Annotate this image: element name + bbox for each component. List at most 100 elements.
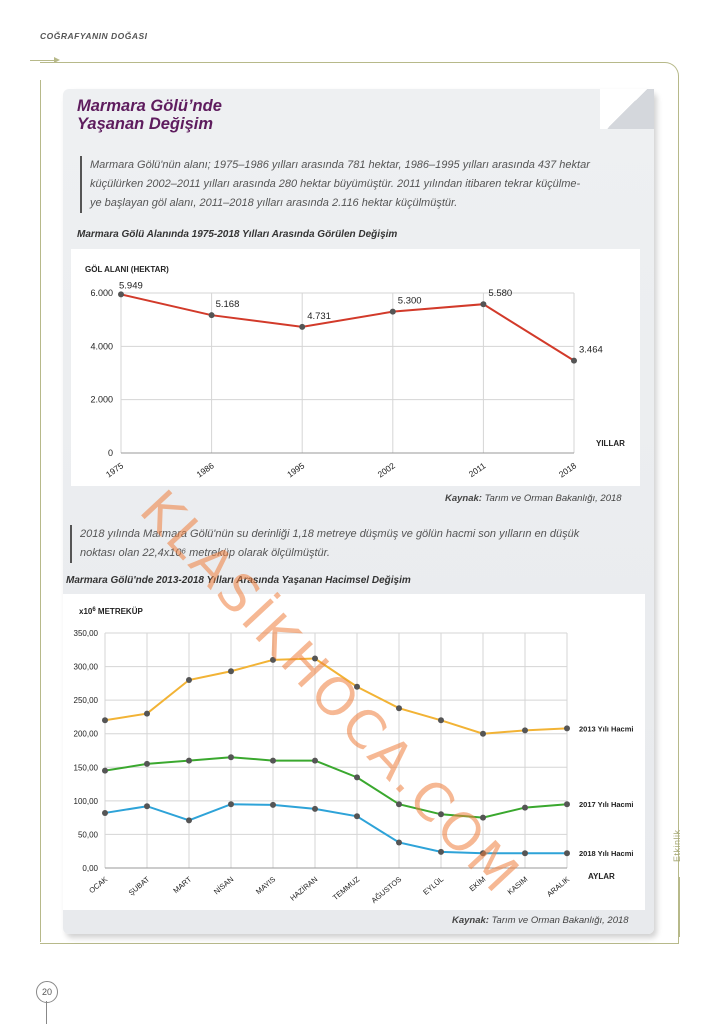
x-axis-label: AYLAR (588, 872, 615, 881)
y-tick-label: 2.000 (90, 395, 113, 405)
series-line (104, 657, 568, 735)
data-point (522, 850, 528, 857)
data-point (480, 301, 487, 308)
x-tick-label: HAZİRAN (288, 875, 319, 903)
paragraph-line: noktası olan 22,4x10⁶ metreküp olarak öl… (80, 547, 330, 559)
chart2-caption: Marmara Gölü'nde 2013-2018 Yılları Arası… (66, 575, 411, 586)
x-tick-label: OCAK (87, 875, 109, 896)
series-line (104, 756, 568, 819)
x-tick-label: 2011 (467, 460, 488, 479)
data-point (208, 312, 215, 319)
x-tick-label: 1975 (104, 460, 125, 479)
data-point (522, 804, 528, 811)
source2-label: Kaynak: (452, 915, 489, 926)
data-point (564, 850, 570, 857)
y-tick-label: 350,00 (74, 629, 99, 638)
x-tick-label: MAYIS (254, 875, 277, 897)
data-point (144, 803, 150, 810)
volume-line-chart: x106 METREKÜP 0,00 50,00 100,00 150,00 200,00… (74, 607, 634, 905)
page-number-line (46, 1001, 47, 1024)
x-tick-label: ŞUBAT (127, 874, 152, 897)
data-point (102, 717, 108, 724)
data-point (312, 655, 318, 662)
side-label: Etkinlik (672, 829, 682, 862)
data-point (480, 730, 486, 737)
source2-text: Tarım ve Orman Bakanlığı, 2018 (491, 915, 629, 926)
data-label: 3.464 (579, 345, 603, 356)
data-point (480, 850, 486, 857)
x-tick-label: NİSAN (212, 875, 235, 897)
series-line (104, 803, 567, 855)
data-label: 5.949 (119, 280, 143, 291)
data-point (312, 805, 318, 812)
data-point (354, 774, 360, 781)
y-axis-label: x106 METREKÜP (79, 607, 143, 616)
y-tick-label: 250,00 (74, 696, 99, 705)
source1-text: Tarım ve Orman Bakanlığı, 2018 (484, 493, 622, 504)
running-head: COĞRAFYANIN DOĞASI (40, 31, 148, 41)
series-label: 2018 Yılı Hacmi (579, 849, 633, 858)
section-title: Marmara Gölü’nde Yaşanan Değişim (77, 97, 222, 133)
x-tick-label: ARALIK (545, 875, 571, 899)
source1-label: Kaynak: (445, 493, 482, 504)
paragraph-area-change: Marmara Gölü'nün alanı; 1975–1986 yıllar… (80, 156, 650, 213)
y-tick-label: 100,00 (74, 797, 99, 806)
data-point (270, 757, 276, 764)
data-point (396, 839, 402, 846)
data-point (396, 705, 402, 712)
data-point (270, 656, 276, 663)
data-point (228, 801, 234, 808)
data-point (102, 809, 108, 816)
data-point (438, 811, 444, 818)
x-tick-label: 2002 (376, 460, 397, 479)
series-label: 2013 Yılı Hacmi (579, 724, 633, 733)
data-point (312, 757, 318, 764)
source1: Kaynak: Tarım ve Orman Bakanlığı, 2018 (445, 493, 622, 504)
data-point (389, 308, 396, 315)
y-tick-label: 200,00 (74, 730, 99, 739)
x-tick-label: 2018 (557, 460, 578, 479)
data-point (186, 757, 192, 764)
data-point (571, 357, 577, 364)
chart2-container: x106 METREKÜP 0,00 50,00 100,00 150,00 200,00… (63, 594, 645, 910)
x-tick-label: EYLÜL (421, 875, 445, 897)
data-label: 5.168 (216, 299, 240, 310)
data-point (228, 668, 234, 675)
x-tick-label: TEMMUZ (331, 874, 362, 902)
data-point (186, 677, 192, 683)
arrow-mark (30, 57, 60, 63)
y-tick-label: 6.000 (90, 288, 113, 298)
data-point (144, 710, 150, 717)
page-number: 20 (36, 981, 58, 1003)
data-point (438, 848, 444, 855)
data-point (228, 754, 234, 761)
area-line-chart: GÖL ALANI (HEKTAR) 0 2.000 4.000 6.000 1975 19… (85, 265, 625, 479)
data-point (396, 801, 402, 808)
data-point (522, 727, 528, 734)
series-label: 2017 Yılı Hacmi (579, 800, 633, 809)
data-label: 5.300 (398, 296, 422, 307)
card-fold (600, 89, 654, 129)
data-point (480, 814, 486, 821)
data-point (102, 767, 108, 774)
data-point (438, 717, 444, 724)
data-point (564, 801, 570, 808)
data-point (354, 683, 360, 690)
y-tick-label: 150,00 (74, 763, 99, 772)
source2: Kaynak: Tarım ve Orman Bakanlığı, 2018 (452, 915, 629, 926)
x-tick-label: 1986 (195, 460, 216, 479)
series-line (120, 293, 575, 362)
data-point (118, 291, 124, 298)
page-frame-left (40, 80, 41, 942)
y-axis-label: GÖL ALANI (HEKTAR) (85, 265, 169, 274)
data-label: 4.731 (307, 311, 331, 322)
paragraph-line: ye başlayan göl alanı, 2011–2018 yılları… (90, 197, 458, 209)
data-point (299, 323, 306, 330)
paragraph-line: küçülürken 2002–2011 yılları arasında 28… (90, 178, 581, 190)
data-point (186, 817, 192, 824)
paragraph-volume: 2018 yılında Marmara Gölü'nün su derinli… (70, 525, 648, 563)
x-tick-label: AĞUSTOS (370, 875, 404, 905)
y-tick-label: 50,00 (78, 830, 99, 839)
data-point (270, 801, 276, 808)
data-point (564, 725, 570, 732)
